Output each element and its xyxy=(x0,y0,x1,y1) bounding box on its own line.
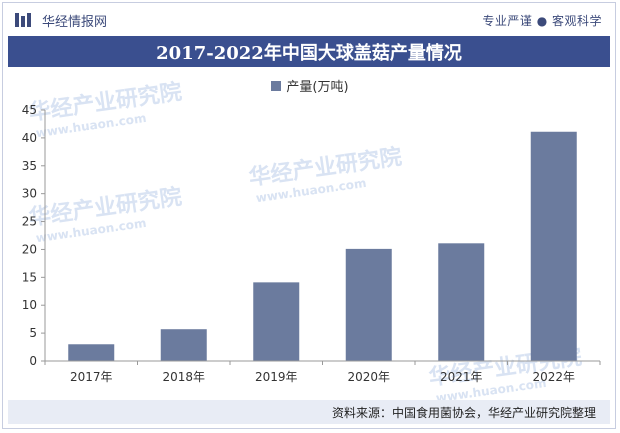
y-tick-label-15: 15 xyxy=(22,270,37,284)
x-tick-label-2019年: 2019年 xyxy=(255,370,298,384)
bar-2021年 xyxy=(438,243,485,361)
y-tick-label-40: 40 xyxy=(22,131,37,145)
y-tick-label-35: 35 xyxy=(22,159,37,173)
x-tick-label-2022年: 2022年 xyxy=(532,370,575,384)
chart-title-bar: 2017-2022年中国大球盖菇产量情况 xyxy=(8,36,610,67)
bar-2022年 xyxy=(530,131,577,361)
legend: 产量(万吨) xyxy=(0,76,620,95)
footer: 资料来源：中国食用菌协会，华经产业研究院整理 xyxy=(8,400,610,424)
chart-frame xyxy=(2,2,616,429)
brand-name: 华经情报网 xyxy=(42,14,108,30)
x-tick-label-2021年: 2021年 xyxy=(440,370,483,384)
y-tick-label-10: 10 xyxy=(22,298,37,312)
y-tick-label-25: 25 xyxy=(22,215,37,229)
bar-2017年 xyxy=(68,344,115,361)
bar-2018年 xyxy=(160,329,207,361)
legend-swatch xyxy=(271,80,282,91)
x-tick-label-2018年: 2018年 xyxy=(162,370,205,384)
bar-2020年 xyxy=(345,248,392,361)
y-tick-label-30: 30 xyxy=(22,187,37,201)
source-note: 资料来源：中国食用菌协会，华经产业研究院整理 xyxy=(331,405,596,420)
brand-logo-icon xyxy=(15,13,31,27)
x-tick-label-2017年: 2017年 xyxy=(70,370,113,384)
legend-label: 产量(万吨) xyxy=(286,80,349,95)
bars-layer xyxy=(68,131,577,361)
top-bar: 华经情报网 专业严谨 ● 客观科学 xyxy=(0,0,620,36)
y-tick-label-20: 20 xyxy=(22,242,37,256)
y-tick-label-5: 5 xyxy=(29,326,37,340)
x-tick-label-2020年: 2020年 xyxy=(347,370,390,384)
brand: 华经情报网 xyxy=(14,10,107,30)
chart-title: 2017-2022年中国大球盖菇产量情况 xyxy=(156,42,462,64)
axes-layer: 0 5 10 15 20 25 30 35 40 45 2017年 2018年 2019年 2020年 20… xyxy=(22,103,601,384)
tagline: 专业严谨 ● 客观科学 xyxy=(482,14,602,28)
y-tick-label-0: 0 xyxy=(29,354,37,368)
bar-2019年 xyxy=(253,282,300,361)
y-tick-label-45: 45 xyxy=(22,103,37,117)
